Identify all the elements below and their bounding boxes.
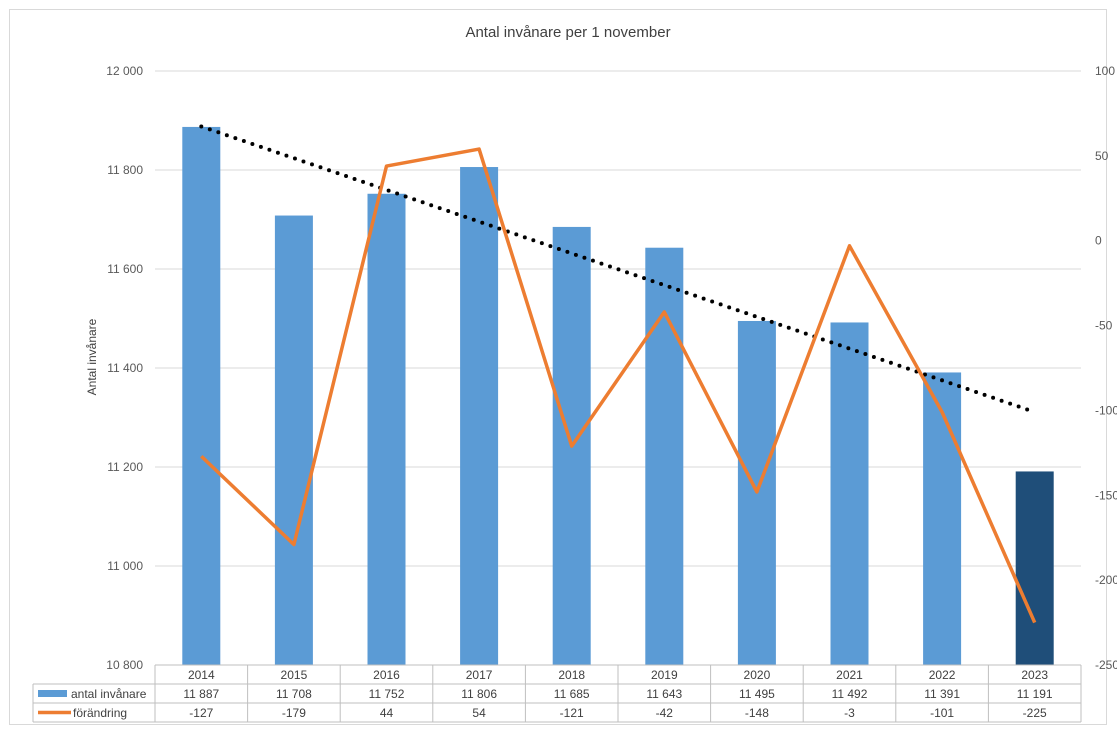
table-cell: -3 — [844, 706, 855, 720]
table-cell: -42 — [656, 706, 674, 720]
category-label: 2015 — [281, 668, 308, 682]
left-tick-label: 12 000 — [106, 64, 143, 78]
right-tick-label: -200 — [1095, 573, 1117, 587]
table-cell: 11 492 — [832, 687, 868, 701]
bar — [923, 372, 962, 665]
left-tick-label: 11 200 — [107, 460, 143, 474]
category-label: 2018 — [558, 668, 585, 682]
trendline — [199, 124, 1037, 415]
category-label: 2023 — [1021, 668, 1048, 682]
right-tick-label: -100 — [1095, 403, 1117, 417]
legend-swatch-bar — [38, 690, 67, 697]
category-label: 2019 — [651, 668, 678, 682]
table-cell: 11 806 — [461, 687, 497, 701]
table-cell: 11 708 — [276, 687, 312, 701]
category-label: 2014 — [188, 668, 215, 682]
bar — [274, 215, 313, 666]
category-label: 2020 — [744, 668, 771, 682]
table-cell: -127 — [189, 706, 213, 720]
right-tick-label: 50 — [1095, 149, 1109, 163]
data-table: 2014 2015 2016 2017 2018 2019 2020 2021 2022 2023… — [32, 664, 1082, 723]
bar-series — [182, 126, 1054, 666]
legend-label: förändring — [73, 706, 127, 720]
chart-title: Antal invånare per 1 november — [465, 24, 670, 41]
trendline-path — [199, 124, 1037, 415]
table-cell: 44 — [380, 706, 394, 720]
left-tick-label: 11 800 — [107, 163, 143, 177]
y-axis-label: Antal invånare — [85, 318, 99, 395]
line-path — [200, 147, 1037, 624]
bar — [460, 167, 499, 665]
bar — [182, 126, 221, 665]
right-tick-label: -50 — [1095, 319, 1113, 333]
category-label: 2016 — [373, 668, 400, 682]
table-cell: -225 — [1023, 706, 1047, 720]
right-tick-label: -250 — [1095, 658, 1117, 672]
category-label: 2021 — [836, 668, 863, 682]
bar — [645, 247, 684, 665]
left-tick-label: 11 400 — [107, 361, 143, 375]
category-label: 2017 — [466, 668, 493, 682]
table-cell: 11 887 — [183, 687, 219, 701]
table-cell: -121 — [560, 706, 584, 720]
table-cell: 11 643 — [646, 687, 682, 701]
bar — [1015, 471, 1054, 665]
left-tick-label: 11 600 — [107, 262, 143, 276]
table-cell: -148 — [745, 706, 769, 720]
category-label: 2022 — [929, 668, 956, 682]
line-series — [200, 147, 1037, 624]
table-cell: -101 — [930, 706, 954, 720]
left-axis-ticks: 10 800 11 000 11 200 11 400 11 600 11 800 12 0… — [106, 64, 143, 672]
table-cell: -179 — [282, 706, 306, 720]
table-cell: 54 — [472, 706, 486, 720]
table-cell: 11 685 — [554, 687, 590, 701]
bar — [830, 322, 869, 665]
table-cell: 11 752 — [369, 687, 405, 701]
left-tick-label: 11 000 — [107, 559, 143, 573]
left-tick-label: 10 800 — [106, 658, 143, 672]
legend-label: antal invånare — [71, 687, 147, 701]
right-tick-label: 0 — [1095, 234, 1102, 248]
right-tick-label: -150 — [1095, 488, 1117, 502]
right-axis-ticks: -250 -200 -150 -100 -50 0 50 100 — [1095, 64, 1117, 672]
bar — [367, 193, 406, 665]
table-cell: 11 191 — [1017, 687, 1053, 701]
right-tick-label: 100 — [1095, 64, 1115, 78]
table-cell: 11 391 — [924, 687, 960, 701]
table-cell: 11 495 — [739, 687, 775, 701]
